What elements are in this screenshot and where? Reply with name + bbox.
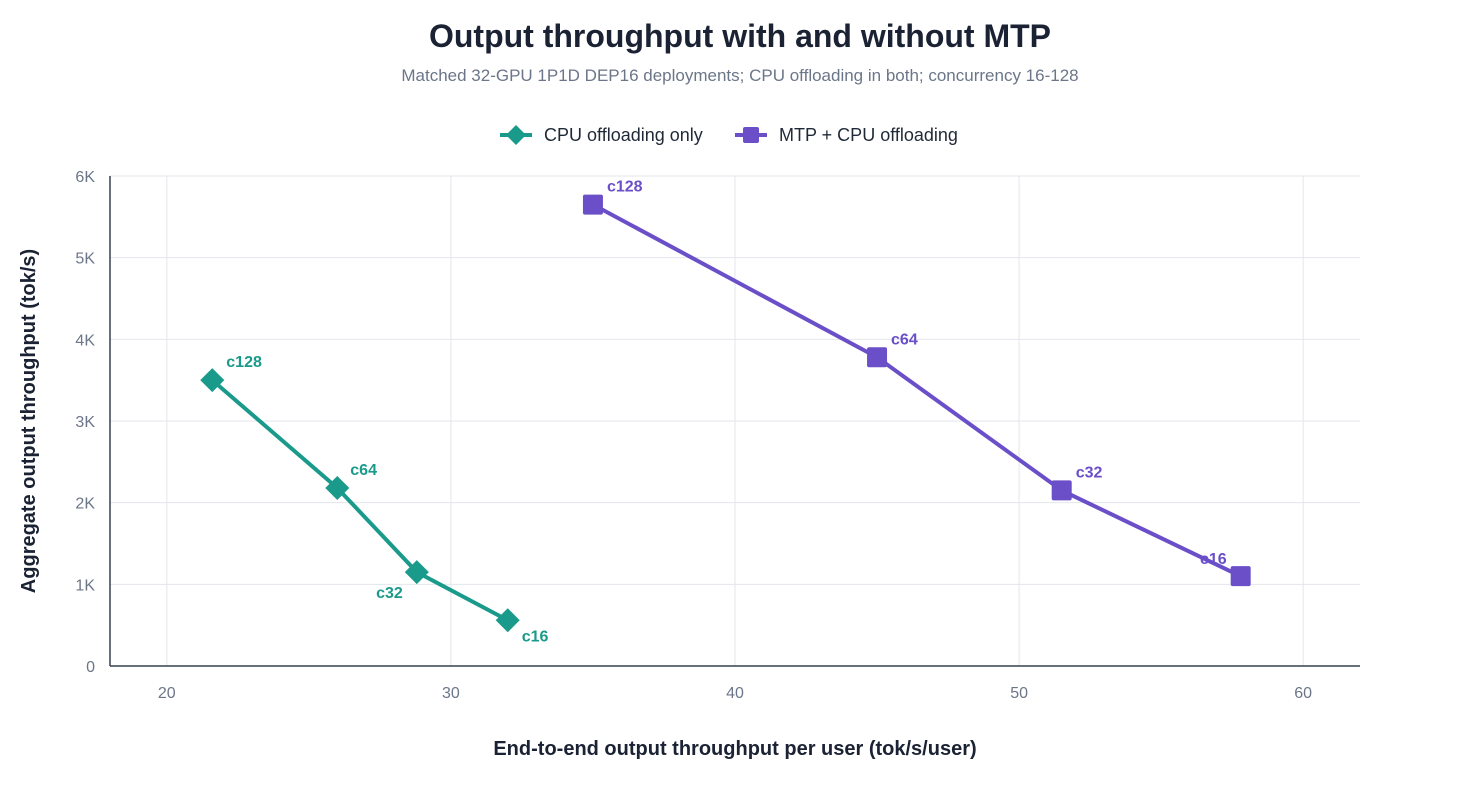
square-icon: [743, 127, 759, 143]
x-axis-label: End-to-end output throughput per user (t…: [493, 738, 976, 760]
point-label: c32: [1076, 464, 1103, 481]
data-point: [404, 560, 429, 585]
y-tick-label: 3K: [75, 414, 95, 431]
data-point: [582, 194, 603, 215]
point-label: c16: [1200, 551, 1227, 568]
point-label: c16: [522, 628, 549, 645]
grid: [110, 175, 1360, 666]
series-line: [592, 202, 1242, 578]
legend-item-1[interactable]: CPU offloading only: [500, 125, 703, 145]
x-tick-label: 60: [1294, 685, 1312, 702]
series-2: c128 c64 c32 c16: [582, 179, 1251, 587]
y-tick-label: 0: [86, 659, 95, 676]
x-tick-label: 50: [1010, 685, 1028, 702]
legend-label: MTP + CPU offloading: [779, 125, 958, 145]
chart-title: Output throughput with and without MTP: [429, 18, 1051, 54]
legend-item-2[interactable]: MTP + CPU offloading: [735, 125, 958, 145]
data-point: [1051, 480, 1072, 501]
x-tick-label: 20: [158, 685, 176, 702]
y-tick-label: 2K: [75, 496, 95, 513]
data-point: [495, 608, 520, 633]
axes: 20 30 40 50 60 0 1K 2K 3K 4K 5K 6K: [75, 169, 1360, 702]
y-tick-label: 1K: [75, 577, 95, 594]
y-tick-label: 6K: [75, 169, 95, 186]
y-axis-label: Aggregate output throughput (tok/s): [18, 249, 40, 593]
series-line: [210, 378, 509, 623]
x-tick-label: 30: [442, 685, 460, 702]
y-tick-label: 5K: [75, 251, 95, 268]
data-point: [200, 368, 225, 393]
diamond-icon: [506, 125, 526, 145]
series-layer: c128 c64 c32 c16 c128 c64 c32 c16: [200, 179, 1251, 645]
point-label: c128: [226, 354, 262, 371]
legend: CPU offloading only MTP + CPU offloading: [500, 125, 958, 145]
series-1: c128 c64 c32 c16: [200, 354, 549, 645]
x-tick-label: 40: [726, 685, 744, 702]
y-tick-label: 4K: [75, 332, 95, 349]
legend-label: CPU offloading only: [544, 125, 703, 145]
point-label: c64: [891, 331, 918, 348]
point-label: c64: [350, 462, 377, 479]
point-label: c32: [376, 585, 403, 602]
data-point: [867, 347, 888, 368]
data-point: [325, 475, 350, 500]
data-point: [1230, 566, 1251, 587]
chart-subtitle: Matched 32-GPU 1P1D DEP16 deployments; C…: [401, 66, 1078, 85]
point-label: c128: [607, 179, 643, 196]
